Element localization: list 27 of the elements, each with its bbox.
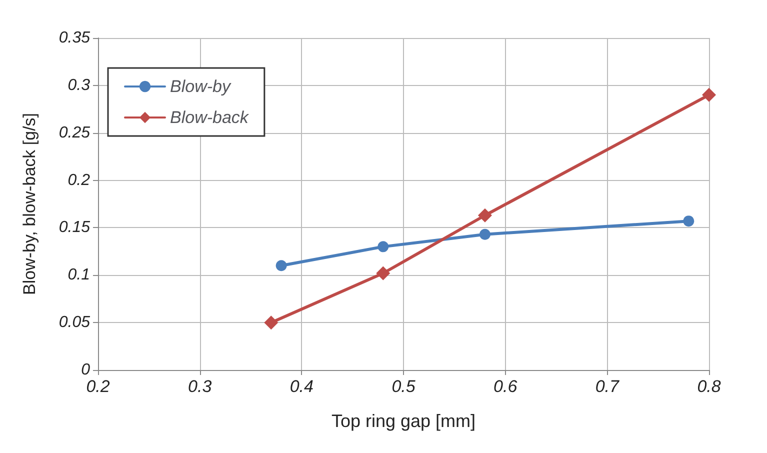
x-tick-label: 0.3 bbox=[188, 377, 212, 396]
point bbox=[378, 241, 389, 252]
x-tick-label: 0.2 bbox=[86, 377, 110, 396]
y-tick-label: 0.3 bbox=[68, 76, 90, 94]
y-axis-title: Blow-by, blow-back [g/s] bbox=[20, 112, 39, 296]
x-tick-label: 0.5 bbox=[392, 377, 416, 396]
point bbox=[683, 216, 694, 227]
x-tick-label: 0.6 bbox=[494, 377, 518, 396]
legend-label: Blow-by bbox=[170, 77, 232, 96]
point bbox=[376, 266, 390, 280]
y-tick-label: 0.2 bbox=[68, 172, 90, 189]
point bbox=[264, 316, 278, 330]
y-tick-label: 0.25 bbox=[58, 124, 90, 142]
point bbox=[479, 228, 490, 240]
y-tick-label: 0 bbox=[81, 362, 90, 378]
point bbox=[478, 208, 492, 222]
x-tick-label: 0.7 bbox=[595, 377, 620, 396]
x-axis-title: Top ring gap [mm] bbox=[331, 411, 476, 431]
y-tick-label: 0.15 bbox=[58, 219, 90, 236]
y-tick-label: 0.05 bbox=[58, 314, 90, 332]
x-tick-label: 0.8 bbox=[697, 377, 722, 396]
point bbox=[276, 260, 287, 272]
y-tick-label: 0.35 bbox=[58, 30, 90, 46]
y-tick-label: 0.1 bbox=[68, 266, 90, 284]
x-tick-label: 0.4 bbox=[290, 377, 314, 396]
legend-label: Blow-back bbox=[170, 108, 250, 127]
point bbox=[702, 88, 716, 102]
